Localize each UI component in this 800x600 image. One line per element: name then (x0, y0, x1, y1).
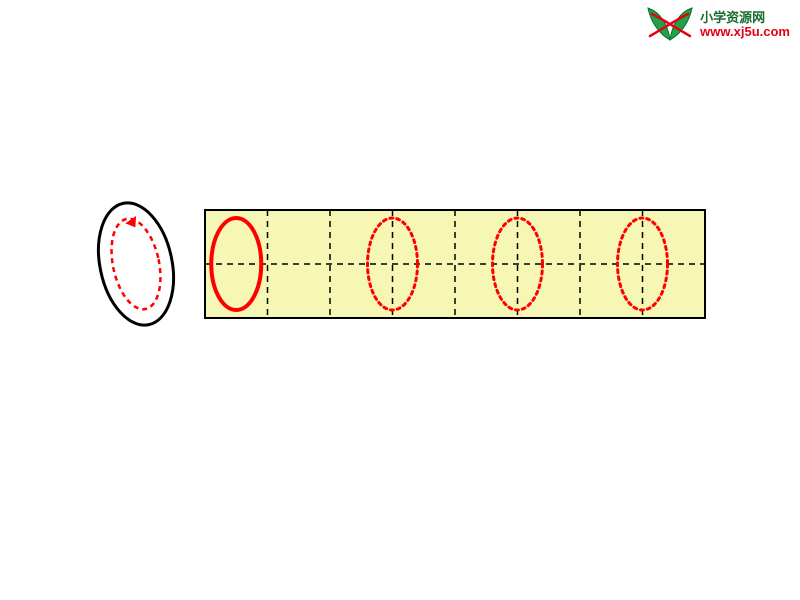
practice-strip (205, 210, 705, 318)
demo-zero (88, 196, 184, 332)
stroke-diagram (0, 0, 800, 600)
